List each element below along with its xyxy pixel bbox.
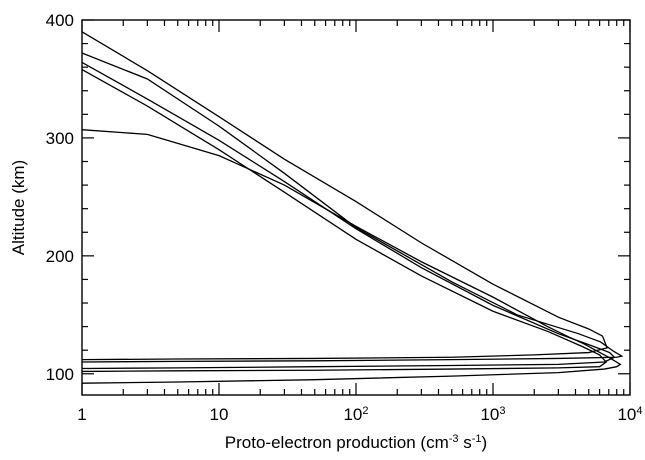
y-tick-label: 300	[46, 129, 74, 148]
plot-frame	[81, 19, 631, 396]
y-tick-label: 200	[46, 247, 74, 266]
y-tick-label: 100	[46, 365, 74, 384]
x-tick-label: 103	[480, 405, 505, 424]
x-tick-label: 10	[210, 405, 229, 424]
x-axis-title: Proto-electron production (cm-3 s-1)	[225, 433, 487, 452]
x-axis: 1 10 102 103 104	[77, 20, 643, 424]
series-line-3	[81, 61, 616, 370]
series-line-5	[81, 31, 608, 361]
x-tick-label: 104	[617, 405, 642, 424]
y-tick-label: 400	[46, 11, 74, 30]
series-line-2	[81, 68, 608, 373]
series-line-4	[81, 52, 624, 363]
y-axis: 100 200 300 400	[46, 11, 630, 384]
x-tick-label: 1	[77, 405, 86, 424]
x-tick-label: 102	[343, 405, 368, 424]
series-line-1	[81, 129, 622, 384]
y-axis-title: Altitude (km)	[9, 160, 28, 255]
series-layer	[81, 31, 624, 384]
plot-area	[81, 19, 631, 396]
